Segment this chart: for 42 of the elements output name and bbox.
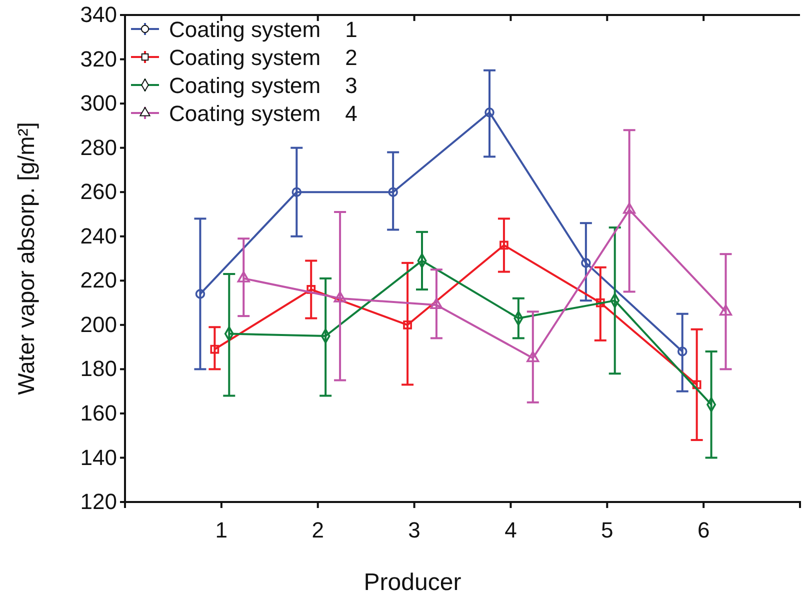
legend-label: Coating system 1 (169, 17, 358, 42)
point (210, 344, 220, 354)
point (430, 298, 443, 309)
legend-label: Coating system 3 (169, 73, 358, 98)
y-tick-label: 200 (80, 312, 117, 337)
y-tick-label: 260 (80, 179, 117, 204)
point (484, 108, 494, 118)
point (195, 289, 206, 299)
point (334, 291, 346, 302)
point (526, 351, 540, 362)
x-axis-title: Producer (364, 569, 462, 596)
y-tick-label: 140 (80, 444, 117, 470)
point (403, 320, 412, 330)
x-tick-label: 4 (504, 518, 517, 543)
y-tick-label: 120 (80, 489, 117, 514)
point (581, 258, 591, 268)
point (237, 271, 250, 282)
point (500, 240, 508, 250)
legend-label: Coating system 2 (169, 45, 358, 70)
y-tick-label: 320 (80, 46, 117, 72)
x-tick-label: 2 (312, 518, 324, 543)
point (596, 298, 605, 308)
point (677, 346, 688, 356)
point (692, 380, 702, 390)
legend-label: Coating system 4 (169, 101, 358, 126)
y-tick-label: 160 (80, 400, 117, 426)
point (292, 187, 302, 197)
point (388, 187, 398, 197)
x-tick-label: 3 (408, 518, 420, 543)
y-tick-label: 340 (80, 2, 117, 28)
point (306, 285, 316, 294)
y-tick-label: 280 (80, 134, 117, 160)
x-tick-label: 5 (601, 518, 614, 543)
x-tick-label: 6 (697, 518, 710, 543)
y-tick-label: 300 (80, 90, 117, 116)
y-axis-title: Water vapor absorp. [g/m²] (13, 122, 39, 395)
point (719, 304, 732, 316)
y-tick-label: 240 (80, 223, 117, 248)
y-tick-label: 220 (80, 268, 117, 293)
point (623, 202, 636, 214)
y-tick-label: 180 (80, 356, 117, 382)
x-tick-label: 1 (215, 518, 228, 543)
